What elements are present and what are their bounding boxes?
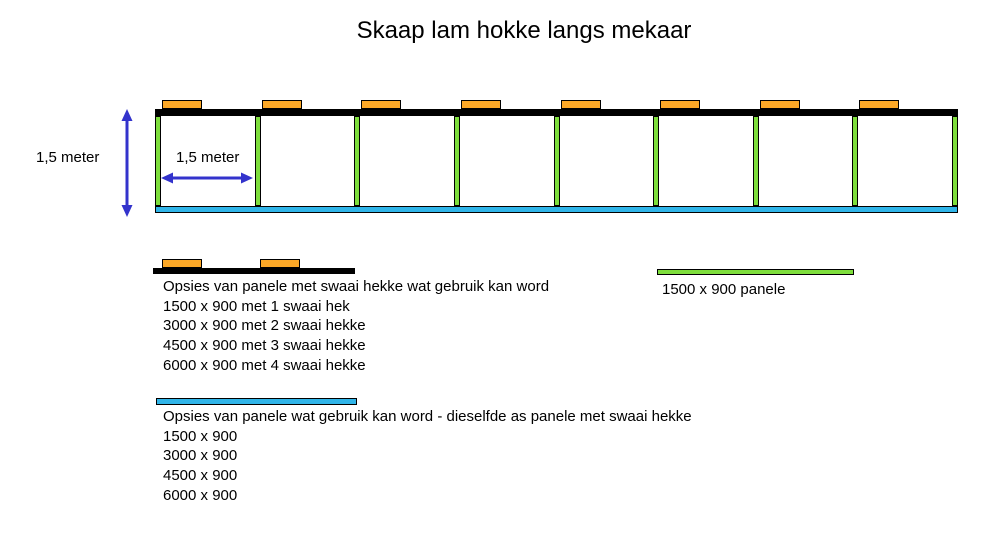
legend-option: 6000 x 900	[163, 486, 238, 504]
panel-post	[454, 116, 460, 206]
plain-panel-options-text: Opsies van panele wat gebruik kan word -…	[163, 407, 692, 506]
swing-gate	[561, 100, 601, 109]
legend-option: 4500 x 900	[163, 467, 238, 485]
swing-gate	[262, 100, 302, 109]
legend-option: 3000 x 900	[163, 447, 238, 465]
width-dimension-label: 1,5 meter	[176, 149, 240, 166]
legend-option: 1500 x 900	[163, 427, 238, 445]
panel-post	[952, 116, 958, 206]
legend-heading: Opsies van panele met swaai hekke wat ge…	[163, 278, 550, 295]
swing-gate	[162, 100, 202, 109]
swing-gate	[461, 100, 501, 109]
gate-rail-bar	[155, 109, 958, 116]
width-arrow	[161, 172, 253, 184]
panel-post	[753, 116, 759, 206]
swing-gate	[859, 100, 899, 109]
swing-gate	[760, 100, 800, 109]
legend-option: 4500 x 900 met 3 swaai hekke	[163, 337, 366, 355]
panel-post	[354, 116, 360, 206]
swing-gate	[361, 100, 401, 109]
legend-option: 3000 x 900 met 2 swaai hekke	[163, 317, 366, 335]
legend-heading: Opsies van panele wat gebruik kan word -…	[163, 408, 692, 425]
swing-gate	[660, 100, 700, 109]
legend-option: 6000 x 900 met 4 swaai hekke	[163, 356, 366, 374]
swing-gate-panel-swatch	[153, 268, 355, 274]
page-title: Skaap lam hokke langs mekaar	[356, 17, 692, 44]
height-dimension-label: 1,5 meter	[36, 149, 100, 166]
height-arrow	[121, 109, 133, 217]
green-panel-swatch	[657, 269, 854, 275]
swing-gate-icon	[260, 259, 300, 268]
feed-trough-bar	[155, 206, 958, 213]
swing-gate-options-text: Opsies van panele met swaai hekke wat ge…	[163, 277, 549, 376]
legend-option: 1500 x 900 met 1 swaai hek	[163, 297, 350, 315]
plain-panel-swatch	[156, 398, 357, 405]
green-panel-label: 1500 x 900 panele	[662, 281, 786, 298]
panel-post	[554, 116, 560, 206]
panel-post	[852, 116, 858, 206]
swing-gate-icon	[162, 259, 202, 268]
panel-post	[155, 116, 161, 206]
panel-post	[653, 116, 659, 206]
panel-post	[255, 116, 261, 206]
